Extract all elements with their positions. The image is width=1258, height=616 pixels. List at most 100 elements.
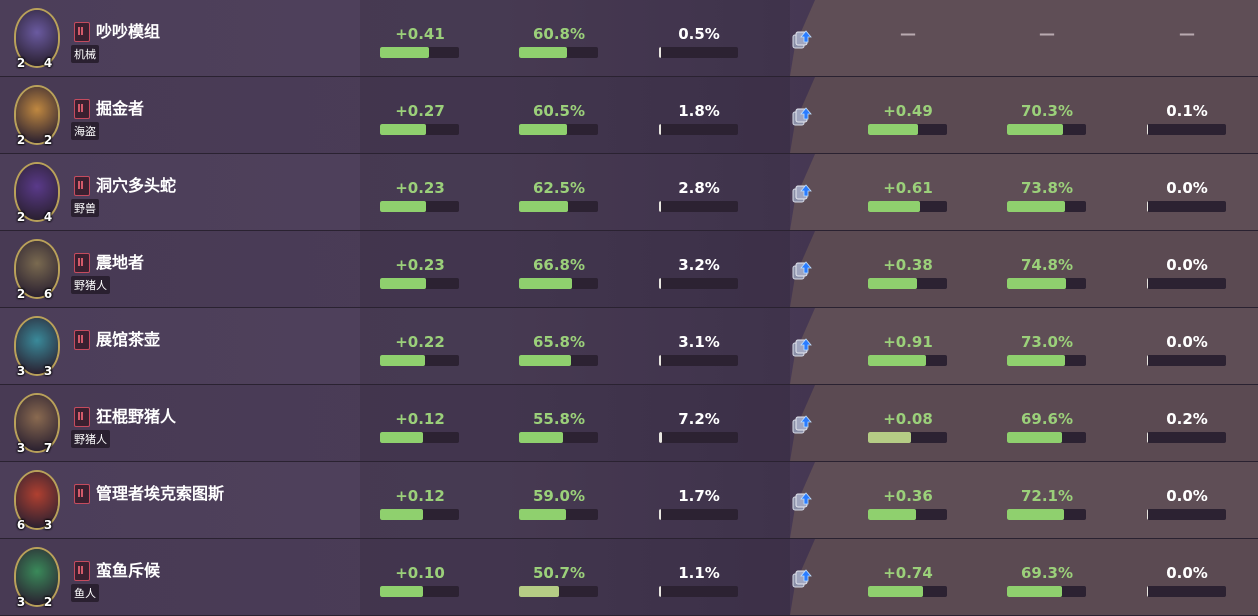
win-rate-value: 65.8%	[532, 333, 586, 351]
minion-name[interactable]: 震地者	[96, 253, 145, 272]
card-upgrade-icon[interactable]	[791, 336, 813, 358]
minion-portrait[interactable]	[14, 239, 60, 299]
golden-avg-placement-delta-value: +0.74	[883, 564, 933, 582]
row-separator	[0, 76, 1258, 77]
win-rate-value: 60.5%	[532, 102, 586, 120]
golden-avg-placement-delta-bar-fill	[868, 509, 917, 520]
card-upgrade-icon[interactable]	[791, 490, 813, 512]
table-row[interactable]: 2 4 洞穴多头蛇 野兽 +0.23 62.5% 2.8% +0.61 73.8% 0.0%	[0, 154, 1258, 231]
golden-win-rate-value: 69.6%	[1020, 410, 1074, 428]
table-row[interactable]: 3 2 蛮鱼斥候 鱼人 +0.10 50.7% 1.1% +0.74 69.3% 0.0%	[0, 539, 1258, 616]
golden-win-rate-bar-fill	[1007, 355, 1065, 366]
win-rate-bar	[519, 47, 598, 58]
row-left-panel	[0, 0, 815, 76]
pick-rate-bar-fill	[659, 355, 661, 366]
card-upgrade-icon[interactable]	[791, 413, 813, 435]
minion-portrait[interactable]	[14, 393, 60, 453]
win-rate-value: 55.8%	[532, 410, 586, 428]
minion-name[interactable]: 吵吵模组	[96, 22, 161, 41]
minion-portrait[interactable]	[14, 470, 60, 530]
minion-portrait[interactable]	[14, 162, 60, 222]
row-right-panel	[790, 154, 1258, 230]
pick-rate-bar-fill	[659, 278, 661, 289]
table-row[interactable]: 2 2 掘金者 海盗 +0.27 60.5% 1.8% +0.49 70.3% 0.1%	[0, 77, 1258, 154]
minion-portrait[interactable]	[14, 547, 60, 607]
table-row[interactable]: 3 7 狂棍野猪人 野猪人 +0.12 55.8% 7.2% +0.08 69.6% 0.2%	[0, 385, 1258, 462]
minion-name[interactable]: 蛮鱼斥候	[96, 561, 161, 580]
health-value: 7	[43, 441, 53, 455]
golden-win-rate-empty: —	[1039, 24, 1055, 43]
avg-placement-delta-bar	[380, 124, 459, 135]
cell-shade	[630, 77, 790, 153]
row-right-panel	[790, 385, 1258, 461]
health-value: 6	[43, 287, 53, 301]
cell-shade	[630, 385, 790, 461]
health-value: 4	[43, 56, 53, 70]
minion-name[interactable]: 掘金者	[96, 99, 145, 118]
golden-win-rate-bar-fill	[1007, 509, 1064, 520]
row-right-panel	[790, 462, 1258, 538]
avg-placement-delta-bar-fill	[380, 47, 429, 58]
minion-name[interactable]: 管理者埃克索图斯	[96, 484, 225, 503]
card-upgrade-icon[interactable]	[791, 259, 813, 281]
minion-name[interactable]: 展馆茶壶	[96, 330, 161, 349]
pick-rate-value: 1.8%	[678, 102, 720, 120]
health-value: 2	[43, 133, 53, 147]
tribe-tag: 野猪人	[71, 430, 110, 448]
cell-shade	[360, 154, 490, 230]
cell-shade	[630, 0, 790, 76]
win-rate-bar	[519, 201, 598, 212]
attack-value: 2	[16, 133, 26, 147]
pick-rate-bar-fill	[659, 124, 661, 135]
minion-name[interactable]: 洞穴多头蛇	[96, 176, 177, 195]
win-rate-bar-fill	[519, 509, 566, 520]
avg-placement-delta-value: +0.12	[395, 487, 445, 505]
avg-placement-delta-bar-fill	[380, 586, 423, 597]
golden-pick-rate-value: 0.0%	[1166, 256, 1208, 274]
cell-shade	[490, 308, 630, 384]
cell-shade	[360, 231, 490, 307]
row-right-panel	[790, 231, 1258, 307]
card-upgrade-icon[interactable]	[791, 567, 813, 589]
golden-pick-rate-bar-fill	[1147, 201, 1148, 212]
golden-pick-rate-empty: —	[1179, 24, 1195, 43]
golden-win-rate-bar-fill	[1007, 278, 1067, 289]
tier-icon	[74, 561, 90, 581]
table-row[interactable]: 3 3 展馆茶壶 +0.22 65.8% 3.1% +0.91 73.0% 0.0%	[0, 308, 1258, 385]
golden-win-rate-bar-fill	[1007, 586, 1062, 597]
row-right-panel	[790, 77, 1258, 153]
health-value: 2	[43, 595, 53, 609]
tier-icon	[74, 484, 90, 504]
avg-placement-delta-value: +0.41	[395, 25, 445, 43]
attack-value: 6	[16, 518, 26, 532]
golden-avg-placement-delta-bar	[868, 278, 947, 289]
golden-avg-placement-delta-bar	[868, 509, 947, 520]
minion-art	[16, 318, 58, 374]
row-separator	[0, 538, 1258, 539]
golden-avg-placement-delta-bar-fill	[868, 124, 918, 135]
minion-portrait[interactable]	[14, 8, 60, 68]
tribe-tag: 海盗	[71, 122, 99, 140]
card-upgrade-icon[interactable]	[791, 105, 813, 127]
pick-rate-value: 1.7%	[678, 487, 720, 505]
table-row[interactable]: 2 6 震地者 野猪人 +0.23 66.8% 3.2% +0.38 74.8% 0.0%	[0, 231, 1258, 308]
minion-portrait[interactable]	[14, 85, 60, 145]
table-row[interactable]: 6 3 管理者埃克索图斯 +0.12 59.0% 1.7% +0.36 72.1% 0.0%	[0, 462, 1258, 539]
minion-portrait[interactable]	[14, 316, 60, 376]
golden-pick-rate-bar	[1147, 278, 1226, 289]
win-rate-value: 50.7%	[532, 564, 586, 582]
golden-pick-rate-bar	[1147, 355, 1226, 366]
minion-name[interactable]: 狂棍野猪人	[96, 407, 177, 426]
golden-win-rate-bar	[1007, 586, 1086, 597]
card-upgrade-icon[interactable]	[791, 182, 813, 204]
table-row[interactable]: 2 4 吵吵模组 机械 +0.41 60.8% 0.5% — — —	[0, 0, 1258, 77]
golden-pick-rate-bar	[1147, 124, 1226, 135]
attack-value: 2	[16, 210, 26, 224]
golden-avg-placement-delta-value: +0.49	[883, 102, 933, 120]
attack-value: 3	[16, 441, 26, 455]
card-upgrade-icon[interactable]	[791, 28, 813, 50]
golden-avg-placement-delta-value: +0.38	[883, 256, 933, 274]
win-rate-bar	[519, 509, 598, 520]
pick-rate-bar	[659, 278, 738, 289]
tribe-tag: 野兽	[71, 199, 99, 217]
